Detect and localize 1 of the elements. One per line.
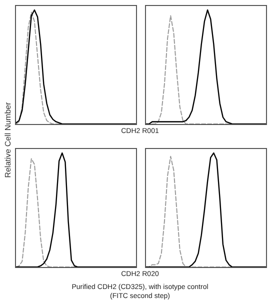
y-axis-title: Relative Cell Number	[4, 102, 12, 178]
